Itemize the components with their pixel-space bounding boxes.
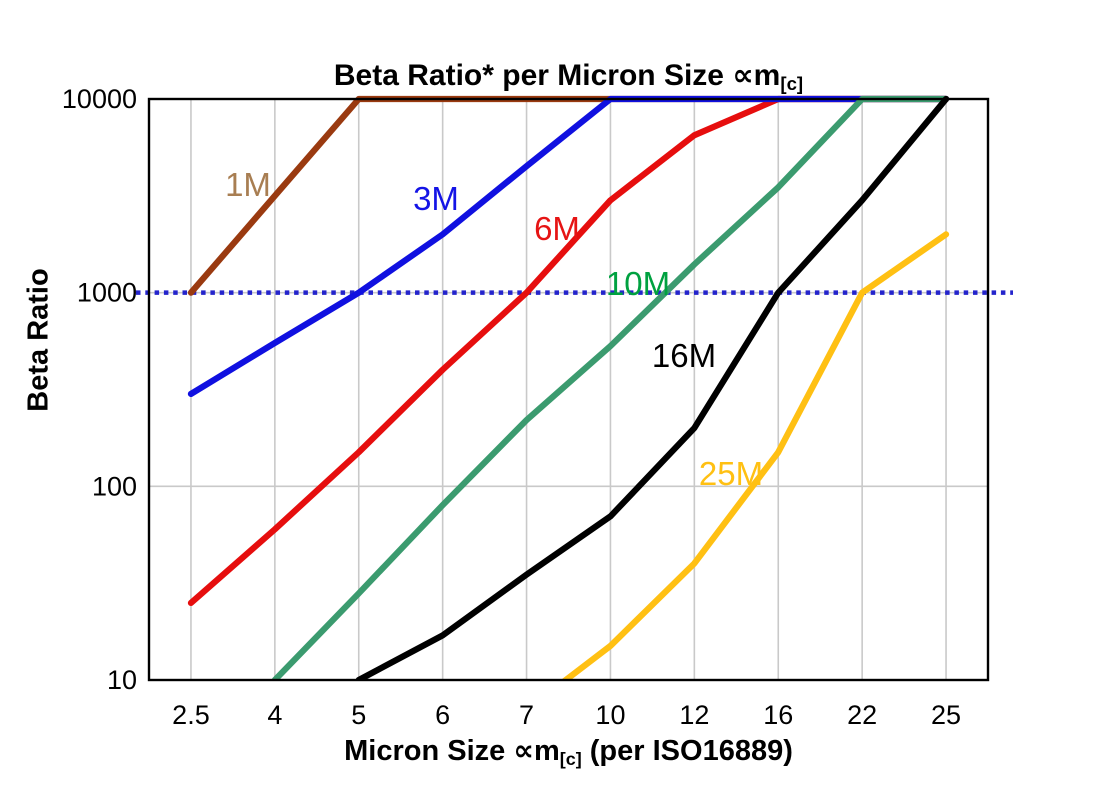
series-label-6M: 6M — [534, 210, 580, 247]
x-tick-label: 6 — [435, 700, 450, 730]
x-axis-title-suffix: (per ISO16889) — [581, 735, 793, 767]
chart-title-text: Beta Ratio* per Micron Size — [333, 59, 733, 92]
x-tick-label: 5 — [351, 700, 366, 730]
x-tick-label: 10 — [595, 700, 625, 730]
x-axis-title-subscript: [c] — [559, 749, 582, 770]
x-tick-label: 12 — [679, 700, 709, 730]
x-axis-title: Micron Size ∝m[c] (per ISO16889) — [149, 733, 988, 770]
y-tick-label: 10000 — [62, 84, 137, 114]
y-tick-label: 1000 — [77, 278, 137, 308]
series-label-16M: 16M — [652, 337, 716, 374]
series-label-10M: 10M — [606, 265, 670, 302]
x-tick-label: 4 — [267, 700, 282, 730]
x-axis-title-text: Micron Size — [344, 735, 514, 767]
chart-title-symbol: ∝m — [732, 59, 781, 92]
series-label-25M: 25M — [699, 455, 763, 492]
series-line-10M — [271, 95, 950, 681]
series-label-3M: 3M — [413, 180, 459, 217]
chart-title: Beta Ratio* per Micron Size ∝m[c] — [149, 58, 988, 95]
x-tick-label: 25 — [931, 700, 961, 730]
chart-title-subscript: [c] — [780, 73, 804, 95]
x-tick-label: 16 — [763, 700, 793, 730]
x-tick-label: 2.5 — [172, 700, 210, 730]
series-line-25M — [559, 231, 950, 681]
x-tick-label: 7 — [519, 700, 534, 730]
series-line-16M — [355, 95, 950, 681]
x-tick-label: 22 — [847, 700, 877, 730]
x-axis-title-symbol: ∝m — [513, 735, 560, 767]
y-tick-label: 100 — [92, 471, 137, 501]
y-tick-label: 10 — [107, 665, 137, 695]
series-label-1M: 1M — [225, 166, 271, 203]
plot-frame — [147, 97, 990, 682]
